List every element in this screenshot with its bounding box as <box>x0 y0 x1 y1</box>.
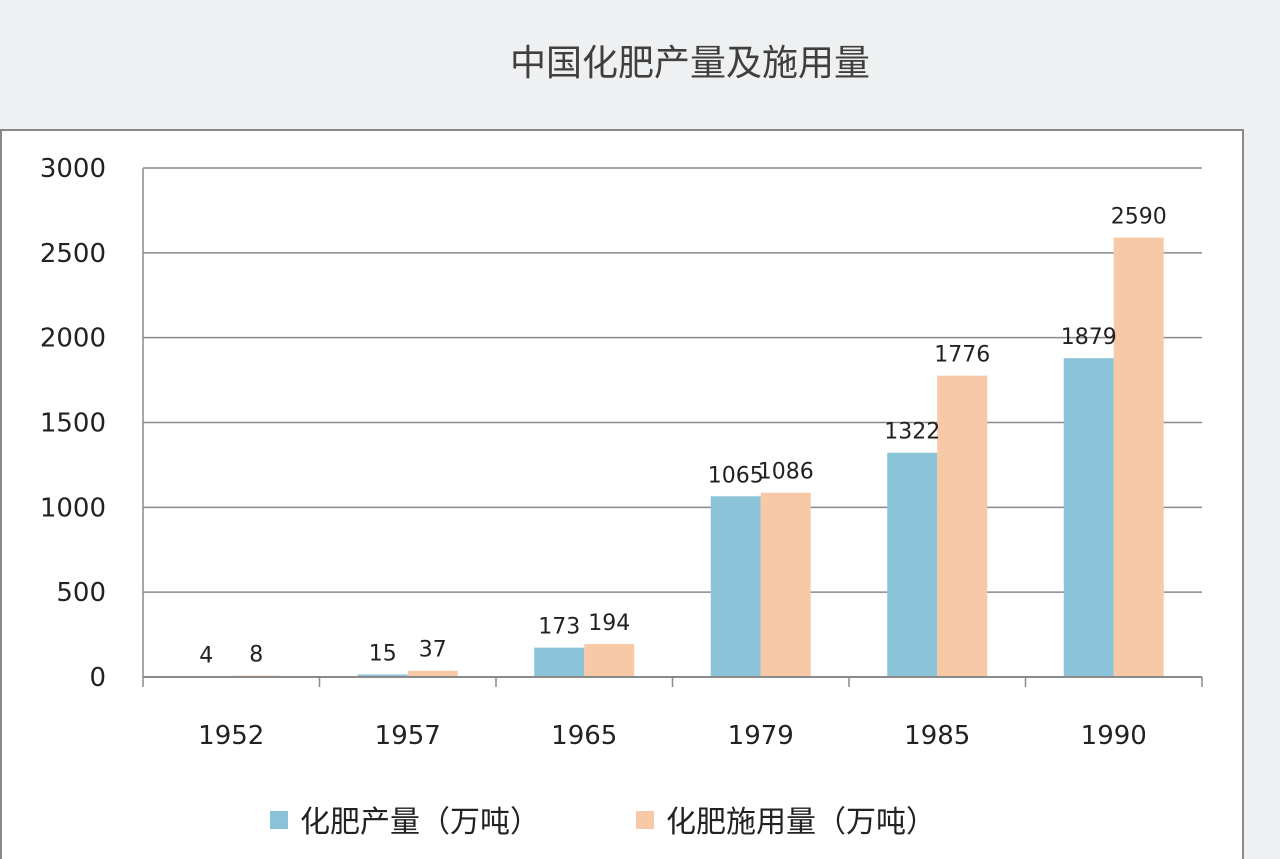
bar <box>937 375 988 677</box>
y-tick-label: 3000 <box>40 154 106 184</box>
bar <box>407 670 458 677</box>
data-label: 1879 <box>1061 325 1117 350</box>
legend-swatch <box>636 811 654 829</box>
data-label: 194 <box>588 611 630 636</box>
plot-frame <box>0 129 1244 859</box>
data-label: 15 <box>369 641 397 666</box>
legend: 化肥产量（万吨） 化肥施用量（万吨） <box>270 805 936 840</box>
bar <box>1113 237 1164 677</box>
data-label: 4 <box>199 643 213 668</box>
bar <box>710 496 761 677</box>
data-label: 2590 <box>1111 205 1167 230</box>
legend-label: 化肥施用量（万吨） <box>666 805 936 840</box>
bar <box>584 644 635 677</box>
gridlines <box>143 167 1202 678</box>
data-label: 1065 <box>708 463 764 488</box>
legend-label: 化肥产量（万吨） <box>300 805 540 840</box>
x-category-label: 1965 <box>551 721 617 751</box>
y-tick-label: 0 <box>89 663 106 693</box>
bar <box>357 674 408 677</box>
y-axis-ticks: 0 500 1000 1500 2000 2500 3000 <box>40 154 106 693</box>
data-label: 173 <box>538 615 580 640</box>
x-category-label: 1957 <box>375 721 441 751</box>
x-category-label: 1952 <box>198 721 264 751</box>
bar <box>1063 358 1114 677</box>
y-tick-label: 2000 <box>40 324 106 354</box>
data-label: 1776 <box>934 343 990 368</box>
chart-title: 中国化肥产量及施用量 <box>510 43 870 84</box>
x-axis <box>142 168 1203 687</box>
y-tick-label: 2500 <box>40 239 106 269</box>
y-tick-label: 500 <box>56 578 106 608</box>
data-label: 1322 <box>884 420 940 445</box>
data-label: 8 <box>249 643 263 668</box>
bar <box>760 492 811 677</box>
x-category-label: 1990 <box>1081 721 1147 751</box>
y-tick-label: 1500 <box>40 409 106 439</box>
bars <box>181 237 1164 677</box>
x-axis-categories: 1952 1957 1965 1979 1985 1990 <box>198 721 1147 751</box>
bar <box>534 647 585 677</box>
x-category-label: 1979 <box>728 721 794 751</box>
x-category-label: 1985 <box>904 721 970 751</box>
legend-swatch <box>270 811 288 829</box>
data-label: 37 <box>419 638 447 663</box>
y-tick-label: 1000 <box>40 493 106 523</box>
data-label: 1086 <box>758 460 814 485</box>
bar <box>887 452 938 677</box>
